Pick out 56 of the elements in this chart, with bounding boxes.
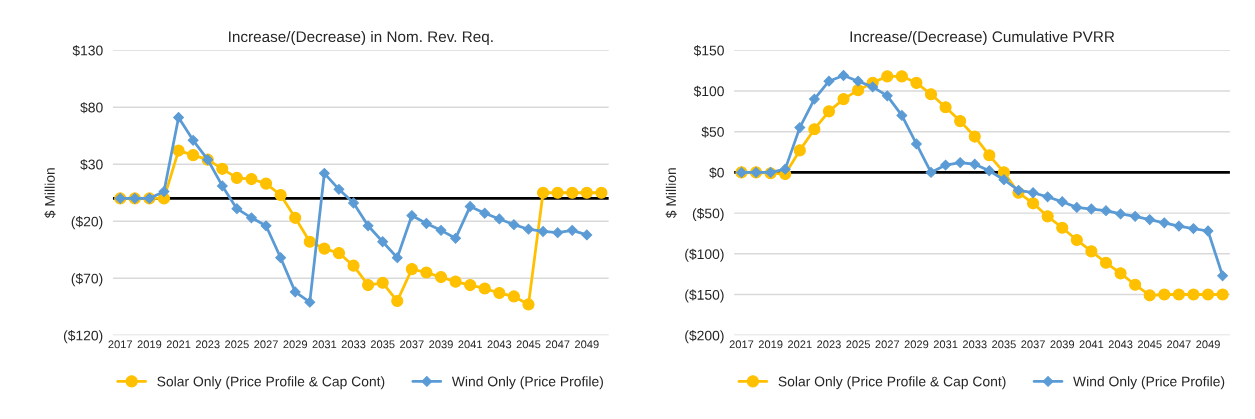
chart-title: Increase/(Decrease) in Nom. Rev. Req. <box>229 30 493 46</box>
x-tick-label: 2041 <box>458 340 482 349</box>
legend-label: Solar Only (Price Profile & Cap Cont) <box>778 376 1006 390</box>
x-tick-label: 2049 <box>575 340 599 349</box>
legend-label: Solar Only (Price Profile & Cap Cont) <box>157 376 385 390</box>
y-tick-label: $80 <box>80 102 103 114</box>
y-tick-label: ($20) <box>71 216 103 230</box>
x-tick-label: 2047 <box>545 340 570 349</box>
y-axis-title: $ Million <box>665 168 677 219</box>
y-tick-label: $50 <box>701 126 724 138</box>
x-tick-label: 2029 <box>904 340 929 349</box>
x-tick-label: 2043 <box>1108 340 1133 349</box>
x-tick-label: 2029 <box>283 340 308 349</box>
x-tick-label: 2049 <box>1196 340 1220 349</box>
x-tick-label: 2037 <box>1021 340 1045 349</box>
y-axis-title: $ Million <box>44 168 56 219</box>
x-tick-label: 2047 <box>1167 340 1191 349</box>
chart-title: Increase/(Decrease) Cumulative PVRR <box>850 30 1115 46</box>
x-tick-label: 2027 <box>254 340 278 349</box>
x-tick-label: 2021 <box>787 340 812 349</box>
legend-label: Wind Only (Price Profile) <box>1073 376 1225 390</box>
y-tick-label: $130 <box>72 45 103 57</box>
x-tick-label: 2025 <box>846 340 870 349</box>
x-tick-label: 2041 <box>1079 340 1104 349</box>
y-tick-label: $30 <box>80 159 103 171</box>
y-tick-label: $0 <box>709 167 724 179</box>
x-tick-label: 2031 <box>933 340 958 349</box>
x-tick-label: 2045 <box>516 340 541 349</box>
legend-label: Wind Only (Price Profile) <box>451 376 603 390</box>
x-tick-label: 2023 <box>817 340 841 349</box>
y-tick-label: ($200) <box>685 330 724 344</box>
y-tick-label: ($120) <box>63 330 103 344</box>
x-tick-label: 2017 <box>108 340 133 349</box>
y-tick-label: $150 <box>693 45 724 57</box>
y-tick-label: $100 <box>693 85 724 97</box>
x-tick-label: 2017 <box>729 340 754 349</box>
x-tick-label: 2031 <box>312 340 337 349</box>
x-tick-label: 2039 <box>429 340 453 349</box>
y-tick-label: ($50) <box>692 207 724 222</box>
x-tick-label: 2039 <box>1050 340 1075 349</box>
x-tick-label: 2027 <box>875 340 900 349</box>
y-tick-label: ($150) <box>685 289 724 303</box>
y-tick-label: ($70) <box>71 273 103 287</box>
x-tick-label: 2035 <box>370 340 395 349</box>
x-tick-label: 2025 <box>225 340 249 349</box>
x-tick-label: 2021 <box>166 340 191 349</box>
x-tick-label: 2019 <box>758 340 783 349</box>
x-tick-label: 2045 <box>1137 340 1162 349</box>
x-tick-label: 2023 <box>195 340 220 349</box>
x-tick-label: 2035 <box>992 340 1016 349</box>
x-tick-label: 2033 <box>341 340 366 349</box>
y-tick-label: ($100) <box>685 248 724 262</box>
x-tick-label: 2037 <box>400 340 424 349</box>
x-tick-label: 2033 <box>962 340 987 349</box>
x-tick-label: 2019 <box>137 340 162 349</box>
x-tick-label: 2043 <box>487 340 512 349</box>
